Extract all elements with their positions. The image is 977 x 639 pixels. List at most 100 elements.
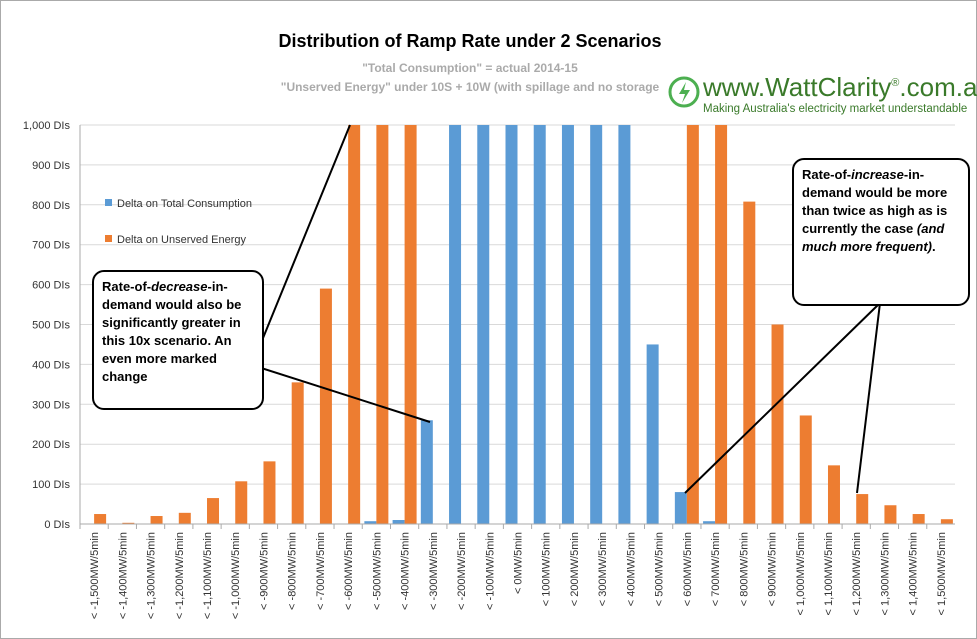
bar [376,125,389,524]
legend-label: Delta on Total Consumption [117,198,252,210]
x-tick-label: < -600MW/5min [343,532,355,610]
bar [590,125,603,524]
x-tick-label: < -100MW/5min [484,532,496,610]
x-tick-label: < 100MW/5min [541,532,553,606]
legend-swatch [105,235,112,242]
bar [404,125,417,524]
x-tick-label: < 400MW/5min [625,532,637,606]
y-tick-label: 800 DIs [32,200,70,212]
logo-icon [668,76,700,108]
x-tick-label: < -1,400MW/5min [117,532,129,619]
bar [235,481,248,524]
x-tick-label: < -1,500MW/5min [89,532,101,619]
legend-swatch [105,199,112,206]
bar [420,420,433,524]
subtitle: "Unserved Energy" under 10S + 10W (with … [281,80,660,94]
bar [291,382,304,524]
annotation-text: -in-demand would be more than twice as h… [802,167,948,236]
bar [646,344,659,524]
bar [674,492,687,524]
bar [449,125,462,524]
annotation-text: Rate-of- [802,167,852,182]
bar [263,461,276,524]
x-tick-label: < -800MW/5min [287,532,299,610]
x-tick-label: < -400MW/5min [400,532,412,610]
y-tick-label: 400 DIs [32,359,70,371]
bar [827,465,840,524]
x-tick-label: < 600MW/5min [682,532,694,606]
x-tick-label: < 1,100MW/5min [823,532,835,615]
y-tick-label: 100 DIs [32,479,70,491]
bar [178,512,191,524]
x-tick-label: < -500MW/5min [371,532,383,610]
bar [856,494,869,524]
annotation-text: . [932,239,936,254]
bar [207,498,220,524]
x-tick-label: < 700MW/5min [710,532,722,606]
x-tick-label: < 500MW/5min [654,532,666,606]
x-tick-label: < 200MW/5min [569,532,581,606]
bar [940,519,953,524]
annotation-text: (and much more frequent) [802,221,945,254]
annotation: Rate-of-decrease-in-demand would also be… [92,270,264,410]
annotation-text: Rate-of- [102,279,152,294]
y-tick-label: 500 DIs [32,320,70,332]
logo-name: www.WattClarity [702,72,891,102]
x-tick-label: < 800MW/5min [738,532,750,606]
bar [715,125,728,524]
bar [392,520,405,524]
x-tick-label: < -1,200MW/5min [174,532,186,619]
x-tick-label: < 1,300MW/5min [879,532,891,615]
logo-mark: ® [891,77,899,89]
logo-text: www.WattClarity®.com.au [702,72,977,102]
x-tick-label: < -1,000MW/5min [230,532,242,619]
annotation-text: increase [851,167,904,182]
annotation: Rate-of-increase-in-demand would be more… [792,158,970,306]
y-tick-label: 0 DIs [44,519,70,531]
bar [505,125,518,524]
x-tick-label: < -300MW/5min [428,532,440,610]
chart-title: Distribution of Ramp Rate under 2 Scenar… [278,31,661,51]
y-tick-label: 200 DIs [32,439,70,451]
bar [348,125,361,524]
bar [799,415,812,524]
annotation-text: decrease [151,279,208,294]
x-tick-label: < 1,400MW/5min [908,532,920,615]
y-tick-label: 700 DIs [32,240,70,252]
y-tick-label: 1,000 DIs [23,120,71,132]
y-tick-label: 900 DIs [32,160,70,172]
logo: www.WattClarity®.com.au Making Australia… [668,72,977,115]
x-tick-label: < 1,200MW/5min [851,532,863,615]
logo-tagline: Making Australia's electricity market un… [703,103,967,115]
bar [477,125,490,524]
y-tick-label: 600 DIs [32,280,70,292]
bar [319,288,332,524]
subtitle: "Total Consumption" = actual 2014-15 [362,61,578,75]
logo-domain: .com.au [899,72,977,102]
y-tick-label: 300 DIs [32,399,70,411]
bar [122,522,135,524]
bar [703,521,716,524]
bar [533,125,546,524]
x-tick-label: < -1,300MW/5min [146,532,158,619]
x-tick-label: < 900MW/5min [767,532,779,606]
x-tick-label: < 1,500MW/5min [936,532,948,615]
bar [364,521,377,524]
annotation-text: -in-demand would also be significantly g… [102,279,242,384]
x-tick-label: < -200MW/5min [456,532,468,610]
bar [618,125,631,524]
bar [912,514,925,524]
x-tick-label: < -700MW/5min [315,532,327,610]
bar [94,514,107,524]
bar [686,125,699,524]
legend-label: Delta on Unserved Energy [117,234,247,246]
bar [743,201,756,524]
x-tick-label: < 1,000MW/5min [795,532,807,615]
bar [884,505,897,524]
x-tick-label: < 300MW/5min [597,532,609,606]
bar [561,125,574,524]
bar [150,516,163,524]
x-tick-label: < -900MW/5min [258,532,270,610]
